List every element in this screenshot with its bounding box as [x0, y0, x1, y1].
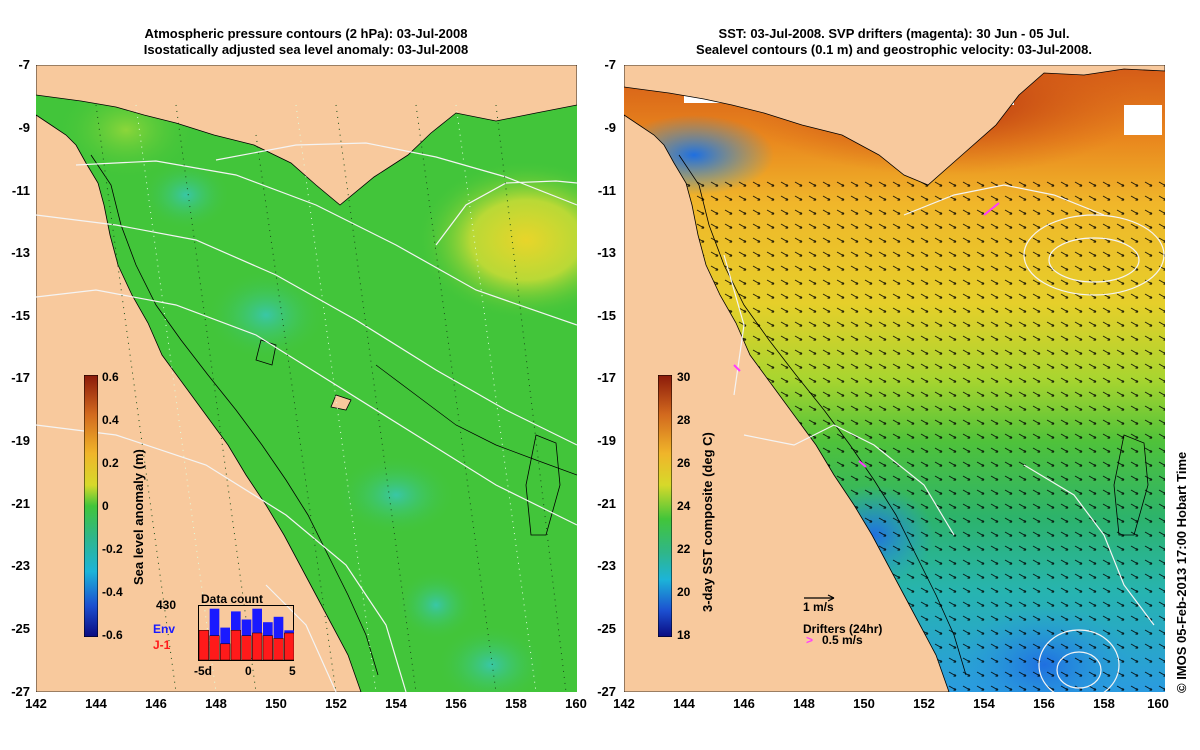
drifter-arrow-icon: >	[806, 633, 814, 647]
lon-tick: 154	[385, 696, 407, 711]
lat-tick: -11	[11, 183, 30, 198]
australia-land	[36, 114, 362, 692]
velocity-scale-arrow	[804, 594, 835, 602]
histogram-title: Data count	[201, 592, 264, 606]
lon-tick: 156	[1033, 696, 1055, 711]
sst-colorbar-label: 3-day SST composite (deg C)	[700, 432, 715, 612]
sst-colorbar-tick: 30	[677, 370, 691, 384]
lat-tick: -19	[597, 433, 616, 448]
lon-tick: 144	[85, 696, 107, 711]
lat-tick: -25	[11, 621, 30, 636]
lat-tick: -9	[604, 120, 616, 135]
lat-tick: -23	[597, 558, 616, 573]
left-title-line1: Atmospheric pressure contours (2 hPa): 0…	[144, 26, 468, 41]
sst-colorbar-tick: 22	[677, 542, 691, 556]
png-land-right	[624, 65, 1165, 186]
sla-colorbar-tick: -0.4	[102, 585, 123, 599]
lat-tick: -21	[597, 496, 616, 511]
lon-tick: 154	[973, 696, 995, 711]
imos-credit: © IMOS 05-Feb-2013 17:00 Hobart Time	[1174, 451, 1189, 693]
lat-tick: -17	[597, 370, 616, 385]
png-land	[36, 65, 577, 206]
histogram-env-bar	[209, 608, 220, 660]
velocity-scale-label: 1 m/s	[803, 600, 834, 614]
sla-colorbar-tick: 0.4	[102, 413, 119, 427]
histogram-j1-bar	[284, 632, 294, 661]
left-title-line2: Isostatically adjusted sea level anomaly…	[143, 42, 469, 57]
lat-tick: -15	[11, 308, 30, 323]
lat-tick: -11	[597, 183, 616, 198]
histogram-env-label: Env	[153, 622, 176, 636]
lon-tick: 158	[505, 696, 527, 711]
lon-tick: 146	[733, 696, 755, 711]
sst-colorbar-tick: 28	[677, 413, 691, 427]
lon-tick: 160	[1147, 696, 1169, 711]
lon-tick: 144	[673, 696, 695, 711]
lat-tick: -25	[597, 621, 616, 636]
lon-tick: 150	[265, 696, 287, 711]
histogram-xtick: 0	[245, 664, 252, 678]
histogram-j1-label: J-1	[153, 638, 171, 652]
lat-tick: -13	[11, 245, 30, 260]
lat-tick: -23	[11, 558, 30, 573]
right-title-line2: Sealevel contours (0.1 m) and geostrophi…	[696, 42, 1092, 57]
lat-tick: -9	[18, 120, 30, 135]
lat-tick: -21	[11, 496, 30, 511]
histogram-xtick: -5d	[194, 664, 212, 678]
histogram-chart	[198, 605, 294, 661]
sst-colorbar-tick: 20	[677, 585, 691, 599]
lon-tick: 156	[445, 696, 467, 711]
histogram-j1-bar	[241, 635, 252, 661]
lon-tick: 146	[145, 696, 167, 711]
lon-tick: 158	[1093, 696, 1115, 711]
lat-tick: -13	[597, 245, 616, 260]
lon-tick: 152	[913, 696, 935, 711]
lon-tick: 152	[325, 696, 347, 711]
histogram-j1-bar	[198, 630, 209, 661]
lon-tick: 142	[25, 696, 47, 711]
histogram-xtick: 5	[289, 664, 296, 678]
sla-colorbar-tick: -0.2	[102, 542, 123, 556]
histogram-j1-bar	[262, 635, 273, 661]
lat-tick: -19	[11, 433, 30, 448]
histogram-j1-bar	[220, 643, 231, 661]
histogram-j1-bar	[209, 635, 220, 661]
drifter-arrow-label: 0.5 m/s	[822, 633, 863, 647]
australia-land-right	[624, 114, 950, 692]
sst-colorbar-tick: 18	[677, 628, 691, 642]
left-map	[36, 65, 577, 692]
lat-tick: -27	[597, 684, 616, 699]
sla-colorbar-tick: -0.6	[102, 628, 123, 642]
lat-tick: -7	[604, 57, 616, 72]
sst-colorbar	[658, 375, 672, 637]
sla-colorbar-tick: 0	[102, 499, 109, 513]
lon-tick: 142	[613, 696, 635, 711]
lon-tick: 148	[205, 696, 227, 711]
histogram-j1-bar	[273, 638, 284, 661]
lat-tick: -15	[597, 308, 616, 323]
sla-colorbar	[84, 375, 98, 637]
lon-tick: 150	[853, 696, 875, 711]
histogram-j1-bar	[230, 630, 241, 661]
histogram-max-label: 430	[156, 598, 177, 612]
right-title-line1: SST: 03-Jul-2008. SVP drifters (magenta)…	[718, 26, 1070, 41]
sla-colorbar-tick: 0.2	[102, 456, 119, 470]
right-map	[624, 65, 1165, 692]
lat-tick: -7	[18, 57, 30, 72]
lat-tick: -27	[11, 684, 30, 699]
sla-colorbar-label: Sea level anomaly (m)	[131, 449, 146, 585]
lon-tick: 160	[565, 696, 587, 711]
histogram-j1-bar	[252, 632, 263, 661]
sla-colorbar-tick: 0.6	[102, 370, 119, 384]
drifters-label: Drifters (24hr)	[803, 622, 883, 636]
sst-colorbar-tick: 26	[677, 456, 691, 470]
sst-colorbar-tick: 24	[677, 499, 691, 513]
lat-tick: -17	[11, 370, 30, 385]
lon-tick: 148	[793, 696, 815, 711]
